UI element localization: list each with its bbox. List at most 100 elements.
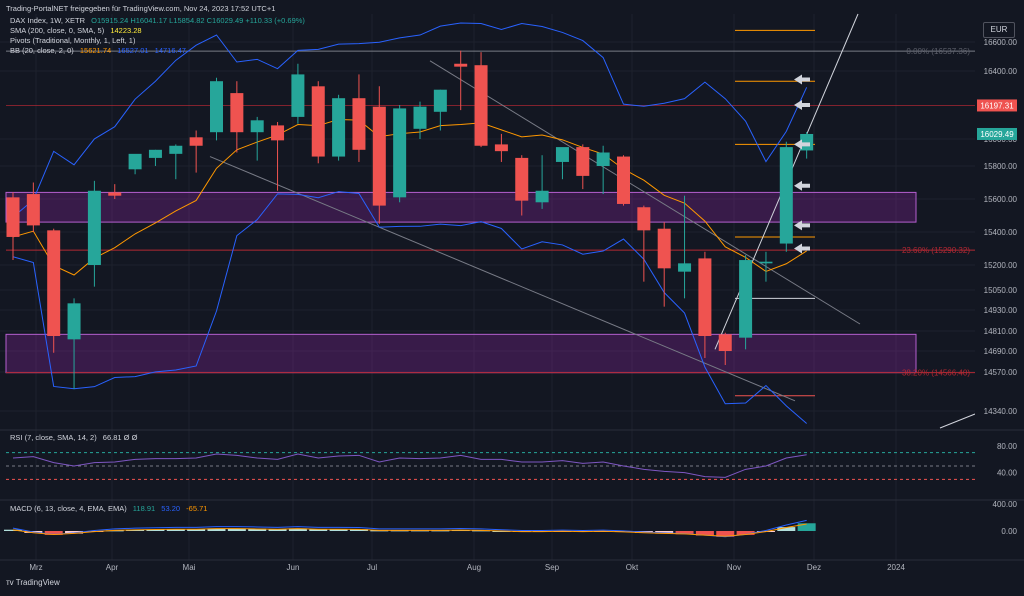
macd-bar-3 — [65, 531, 84, 534]
sma-value: 14223.28 — [110, 26, 142, 35]
candle-body-2 — [47, 230, 61, 336]
candle-body-35 — [718, 334, 732, 351]
candle-body-38 — [779, 147, 793, 244]
price-badge-text-1: 16029.49 — [980, 130, 1014, 139]
candle-body-33 — [678, 263, 692, 272]
candle-body-21 — [433, 89, 447, 112]
legend-symbol: DAX Index, 1W, XETR O15915.24 H16041.17 … — [10, 16, 309, 26]
macd-bar-10 — [207, 528, 226, 531]
macd-tick-0: 400.00 — [993, 500, 1018, 509]
macd-bar-34 — [695, 531, 714, 536]
x-label-4: Jul — [367, 563, 377, 572]
candle-body-6 — [128, 153, 142, 170]
bb-lower-line — [12, 191, 807, 424]
price-tick-7: 15050.00 — [984, 286, 1018, 295]
trendline-down-2 — [429, 60, 861, 325]
logo-text: TradingView — [15, 578, 60, 587]
candle-body-7 — [148, 149, 162, 158]
price-tick-0: 16600.00 — [984, 38, 1018, 47]
candle-body-23 — [474, 65, 488, 146]
candle-body-5 — [108, 192, 122, 196]
macd-bar-15 — [309, 529, 328, 531]
candle-body-24 — [494, 144, 508, 152]
price-tick-10: 14690.00 — [984, 347, 1018, 356]
candle-body-1 — [26, 194, 40, 226]
macd-bar-11 — [227, 528, 246, 531]
trendline-up-2 — [939, 413, 976, 429]
macd-hist-value: 118.91 — [132, 504, 156, 513]
macd-bar-9 — [187, 529, 206, 531]
bb-basis-value: 15621.74 — [79, 46, 112, 55]
candle-body-31 — [637, 207, 651, 231]
macd-bar-12 — [248, 528, 267, 531]
macd-bar-39 — [797, 523, 816, 531]
arrow-marker-0 — [794, 74, 810, 85]
bb-basis-line — [12, 118, 807, 276]
candle-body-19 — [393, 108, 407, 198]
candle-body-16 — [332, 98, 346, 157]
arrow-marker-3 — [794, 220, 810, 231]
pivots-label: Pivots (Traditional, Monthly, 1, Left, 1… — [10, 36, 136, 45]
x-label-6: Sep — [545, 563, 560, 572]
macd-bar-13 — [268, 529, 287, 531]
candle-body-36 — [739, 260, 753, 338]
rsi-value: 66.81 Ø Ø — [102, 433, 138, 442]
candle-body-18 — [372, 106, 386, 206]
arrow-marker-4 — [794, 243, 810, 254]
macd-bar-14 — [288, 528, 307, 531]
x-label-9: Dez — [807, 563, 821, 572]
candle-body-27 — [555, 147, 569, 162]
macd-signal-line — [12, 523, 807, 537]
price-tick-11: 14570.00 — [984, 368, 1018, 377]
macd-bar-8 — [166, 529, 185, 531]
candle-body-29 — [596, 152, 610, 166]
legend-macd: MACD (6, 13, close, 4, EMA, EMA) 118.91 … — [10, 504, 211, 514]
candle-body-12 — [250, 120, 264, 133]
rsi-tick-0: 80.00 — [997, 442, 1018, 451]
macd-bar-32 — [655, 531, 674, 534]
candle-body-34 — [698, 258, 712, 336]
macd-signal-value: -65.71 — [186, 504, 208, 513]
candle-body-28 — [576, 147, 590, 176]
bb-label: BB (20, close, 2, 0) — [10, 46, 74, 55]
currency-button[interactable]: EUR — [983, 22, 1015, 38]
candle-body-32 — [657, 228, 671, 269]
support-zone — [5, 333, 917, 374]
macd-bar-2 — [44, 531, 63, 535]
price-tick-6: 15200.00 — [984, 261, 1018, 270]
candle-body-3 — [67, 303, 81, 340]
candle-body-4 — [87, 190, 101, 265]
macd-line-value: 53.20 — [161, 504, 181, 513]
fib-label-2: 38.20% (14566.40) — [902, 369, 970, 378]
legend-rsi: RSI (7, close, SMA, 14, 2) 66.81 Ø Ø — [10, 433, 141, 443]
bb-upper-value: 16527.01 — [117, 46, 149, 55]
arrow-marker-2 — [794, 180, 810, 191]
candle-body-20 — [413, 106, 427, 129]
tradingview-logo: ᴛᴠ TradingView — [6, 578, 60, 587]
price-badge-0 — [977, 99, 1017, 112]
arrow-marker-5 — [794, 139, 810, 150]
macd-bar-36 — [736, 531, 755, 535]
resistance-zone — [5, 191, 917, 223]
macd-bar-0 — [4, 529, 22, 531]
x-label-1: Apr — [106, 563, 119, 572]
candle-body-17 — [352, 98, 366, 150]
price-tick-4: 15600.00 — [984, 195, 1018, 204]
x-label-2: Mai — [183, 563, 196, 572]
rsi-label: RSI (7, close, SMA, 14, 2) — [10, 433, 97, 442]
price-tick-5: 15400.00 — [984, 228, 1018, 237]
bb-upper-line — [12, 22, 808, 218]
legend-bb: BB (20, close, 2, 0) 15621.74 16527.01 1… — [10, 46, 190, 56]
candle-body-11 — [230, 93, 244, 133]
price-tick-8: 14930.00 — [984, 306, 1018, 315]
price-tick-12: 14340.00 — [984, 407, 1018, 416]
rsi-line — [12, 453, 807, 478]
candle-body-25 — [515, 157, 529, 201]
candle-body-8 — [169, 145, 183, 154]
x-label-8: Nov — [727, 563, 741, 572]
legend-sma: SMA (200, close, 0, SMA, 5) 14223.28 — [10, 26, 146, 36]
candle-body-22 — [454, 63, 468, 67]
candle-body-26 — [535, 190, 549, 203]
price-tick-9: 14810.00 — [984, 327, 1018, 336]
